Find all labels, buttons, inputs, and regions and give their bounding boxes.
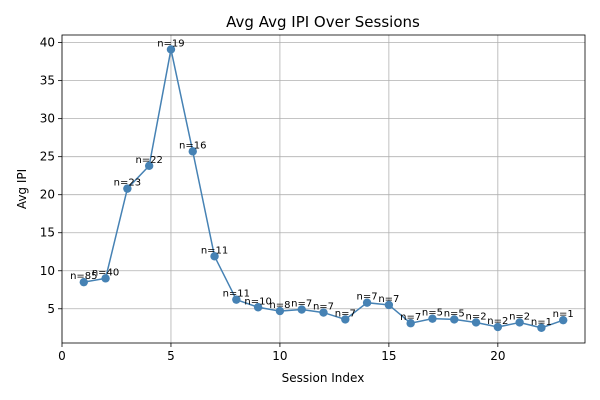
y-axis-label: Avg IPI [15, 169, 29, 209]
annotations: n=85n=40n=23n=22n=19n=16n=11n=11n=10n=8 n… [70, 38, 574, 327]
series [79, 45, 568, 332]
data-point [319, 308, 328, 317]
chart-title: Avg Avg IPI Over Sessions [226, 13, 420, 31]
data-point [537, 323, 546, 332]
data-point [471, 318, 481, 327]
point-label: n=8 [269, 300, 290, 311]
point-label: n=10 [244, 296, 271, 307]
x-tick-label: 15 [381, 349, 396, 363]
point-label: n=2 [509, 311, 530, 322]
y-tick-label: 25 [40, 150, 55, 164]
y-tick-label: 5 [47, 302, 55, 316]
point-label: n=19 [157, 38, 184, 49]
data-point [362, 298, 372, 307]
y-tick-label: 10 [40, 264, 55, 278]
point-label: n=16 [179, 140, 206, 151]
data-point [341, 315, 350, 324]
tick-labels: 0 5 10 15 20 5 10 15 20 25 30 35 40 [40, 36, 506, 363]
data-point [428, 314, 437, 323]
point-label: n=23 [114, 178, 141, 189]
data-point [450, 315, 459, 324]
y-tick-label: 30 [40, 112, 55, 126]
data-point [384, 300, 394, 310]
data-point [297, 305, 306, 314]
y-tick-label: 15 [40, 226, 55, 240]
point-label: n=2 [487, 316, 508, 327]
grid [61, 35, 585, 343]
series-line [83, 49, 564, 329]
point-label: n=1 [531, 317, 552, 328]
point-label: n=22 [135, 155, 162, 166]
point-label: n=7 [291, 299, 312, 310]
point-label: n=7 [313, 302, 334, 313]
point-label: n=85 [70, 271, 97, 282]
data-point [515, 318, 524, 327]
y-tick-label: 35 [40, 74, 55, 88]
x-tick-label: 10 [272, 349, 287, 363]
point-label: n=5 [422, 308, 443, 319]
data-point [559, 315, 568, 325]
x-tick-label: 0 [58, 349, 66, 363]
data-point [493, 322, 503, 332]
point-label: n=2 [465, 311, 486, 322]
point-label: n=7 [400, 312, 421, 323]
y-tick-label: 20 [40, 188, 55, 202]
data-point [253, 303, 263, 312]
point-label: n=7 [335, 308, 356, 319]
point-label: n=7 [378, 294, 399, 305]
x-tick-label: 20 [490, 349, 505, 363]
y-tick-label: 40 [40, 36, 55, 50]
point-label: n=40 [92, 267, 119, 278]
data-point [232, 295, 241, 304]
point-label: n=7 [357, 292, 378, 303]
point-label: n=11 [201, 245, 228, 256]
data-point [275, 306, 285, 316]
data-point [406, 319, 415, 328]
data-point [188, 147, 197, 156]
plot-frame [61, 34, 586, 344]
data-point [166, 45, 176, 54]
x-tick-label: 5 [167, 349, 175, 363]
data-point [101, 274, 110, 283]
x-axis-label: Session Index [282, 371, 365, 385]
data-point [144, 161, 154, 171]
data-point [210, 252, 219, 261]
axes [58, 34, 586, 347]
point-label: n=1 [553, 309, 574, 320]
point-label: n=11 [223, 289, 250, 300]
data-point [123, 184, 132, 193]
data-point [79, 277, 88, 287]
point-label: n=5 [444, 308, 465, 319]
